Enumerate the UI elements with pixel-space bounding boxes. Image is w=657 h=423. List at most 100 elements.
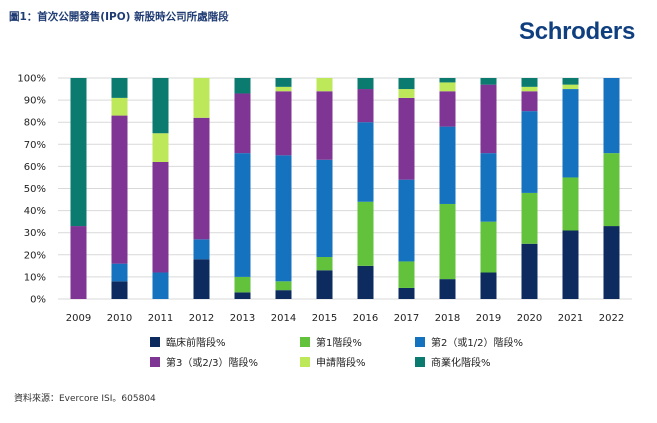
bar-segment-commercial-2009 (70, 78, 87, 227)
bar-segment-commercial-2014 (275, 78, 292, 87)
bar-segment-filing-2010 (111, 97, 128, 116)
bar-segment-filing-2021 (562, 84, 579, 90)
legend-item-phase1: 第1階段% (300, 334, 362, 349)
bar-segment-phase3-2014 (275, 91, 292, 156)
bar-segment-phase3-2016 (357, 89, 374, 123)
legend-item-commercial: 商業化階段% (415, 354, 491, 369)
bar-segment-phase3-2012 (193, 117, 210, 240)
x-tick-label: 2018 (435, 313, 460, 324)
bar-segment-filing-2011 (152, 133, 169, 162)
y-tick-label: 90% (24, 96, 46, 107)
y-tick-label: 80% (24, 118, 46, 129)
legend-item-phase3: 第3（或2/3）階段% (150, 354, 258, 369)
bar-segment-phase2-2012 (193, 239, 210, 260)
legend-swatch (415, 336, 425, 347)
y-tick-label: 20% (24, 250, 46, 261)
legend-swatch (150, 336, 160, 347)
x-tick-label: 2015 (312, 313, 337, 324)
stacked-bar-chart: 0% 10% 20% 30% 40% 50% 60% 70% 80% 90% 100% 2009 201… (17, 74, 632, 324)
bar-segment-phase3-2011 (152, 161, 169, 273)
bar-segment-phase3-2020 (521, 91, 538, 112)
bar-segment-phase2-2010 (111, 263, 128, 282)
bar-segment-preclinical-2021 (562, 230, 579, 299)
bar-segment-commercial-2018 (439, 78, 456, 83)
bar-segment-filing-2012 (193, 78, 210, 118)
bar-segment-commercial-2011 (152, 78, 169, 134)
legend-swatch (300, 356, 310, 367)
legend-label: 臨床前階段% (166, 338, 226, 349)
bar-segment-phase1-2014 (275, 281, 292, 291)
chart-title: 圖1：首次公開發售(IPO) 新股時公司所處階段 (9, 11, 229, 23)
legend-swatch (300, 336, 310, 347)
bar-segment-phase1-2022 (603, 153, 620, 227)
legend-item-phase2: 第2（或1/2）階段% (415, 334, 523, 349)
bar-segment-phase2-2015 (316, 159, 333, 258)
bar-segment-phase2-2018 (439, 126, 456, 204)
bar-segment-phase3-2010 (111, 115, 128, 264)
bar-segment-preclinical-2010 (111, 281, 128, 299)
bar-segment-phase3-2017 (398, 97, 415, 180)
bar-segment-commercial-2016 (357, 78, 374, 90)
bar-segment-preclinical-2013 (234, 292, 251, 299)
bar-segment-phase2-2014 (275, 155, 292, 282)
bar-segment-phase1-2021 (562, 177, 579, 231)
bar-segment-preclinical-2012 (193, 259, 210, 299)
x-tick-label: 2022 (599, 313, 624, 324)
bar-segment-phase1-2015 (316, 257, 333, 271)
y-tick-label: 100% (17, 74, 46, 85)
bar-segment-preclinical-2014 (275, 290, 292, 299)
legend-label: 申請階段% (316, 358, 366, 369)
bar-segment-filing-2017 (398, 89, 415, 98)
x-tick-label: 2019 (476, 313, 501, 324)
bar-segment-preclinical-2019 (480, 272, 497, 299)
bar-segment-phase3-2015 (316, 91, 333, 160)
bar-segment-phase2-2017 (398, 179, 415, 262)
bar-segment-phase1-2016 (357, 201, 374, 266)
y-tick-label: 10% (24, 272, 46, 283)
legend-label: 第2（或1/2）階段% (431, 338, 523, 349)
x-tick-label: 2012 (189, 313, 214, 324)
bar-segment-preclinical-2017 (398, 287, 415, 299)
x-tick-label: 2020 (517, 313, 542, 324)
bar-segment-phase2-2019 (480, 153, 497, 222)
y-tick-label: 40% (24, 206, 46, 217)
x-tick-label: 2016 (353, 313, 378, 324)
bar-segment-preclinical-2020 (521, 243, 538, 299)
y-tick-label: 70% (24, 140, 46, 151)
bar-segment-filing-2020 (521, 86, 538, 92)
schroders-logo: Schroders (518, 18, 635, 45)
bar-segment-phase2-2021 (562, 89, 579, 178)
x-tick-label: 2014 (271, 313, 296, 324)
source-note: 資料來源：Evercore ISI。605804 (14, 394, 156, 404)
legend-item-preclinical: 臨床前階段% (150, 334, 226, 349)
bar-segment-commercial-2017 (398, 78, 415, 90)
bar-segment-phase1-2013 (234, 276, 251, 293)
bar-segment-phase1-2019 (480, 221, 497, 273)
bar-segment-preclinical-2018 (439, 279, 456, 299)
bar-segment-phase2-2016 (357, 122, 374, 202)
bar-segment-commercial-2019 (480, 78, 497, 85)
bar-segment-filing-2014 (275, 86, 292, 92)
legend-label: 第1階段% (316, 338, 362, 349)
bar-segment-commercial-2013 (234, 78, 251, 94)
legend-swatch (150, 356, 160, 367)
bar-segment-phase2-2013 (234, 153, 251, 277)
legend-label: 商業化階段% (431, 358, 491, 369)
bar-segment-phase1-2017 (398, 261, 415, 288)
y-tick-label: 60% (24, 162, 46, 173)
bar-segment-phase3-2009 (70, 226, 87, 299)
bar-segment-phase1-2018 (439, 203, 456, 280)
bar-segment-phase3-2018 (439, 91, 456, 127)
bar-segment-phase1-2020 (521, 192, 538, 244)
x-tick-label: 2010 (107, 313, 132, 324)
bar-segment-commercial-2021 (562, 78, 579, 85)
legend-label: 第3（或2/3）階段% (166, 358, 258, 369)
x-tick-label: 2021 (558, 313, 583, 324)
bar-segment-phase3-2019 (480, 84, 497, 154)
bar-segment-phase2-2011 (152, 272, 169, 299)
bar-segment-preclinical-2016 (357, 265, 374, 299)
bar-segment-phase2-2022 (603, 78, 620, 154)
x-tick-label: 2009 (66, 313, 91, 324)
x-tick-label: 2011 (148, 313, 173, 324)
y-tick-label: 30% (24, 228, 46, 239)
